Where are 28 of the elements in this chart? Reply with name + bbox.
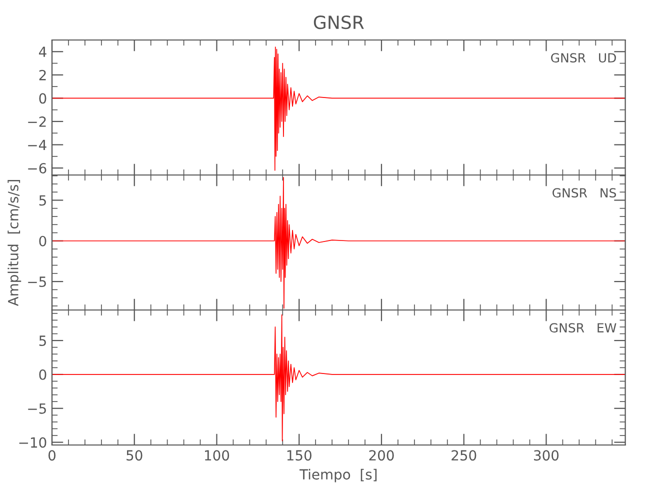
y-tick-label: 0 — [39, 236, 46, 246]
x-tick-label: 250 — [452, 450, 476, 461]
y-tick-label: −4 — [28, 140, 46, 150]
y-tick-label: 5 — [39, 336, 46, 346]
x-tick-label: 200 — [369, 450, 394, 461]
y-tick-label: −10 — [19, 437, 46, 448]
y-tick-label: 5 — [39, 195, 46, 206]
line-series — [52, 314, 626, 442]
annotation: GNSR UD — [551, 53, 616, 63]
line-series — [52, 46, 626, 171]
y-axis-title: Amplitud [cm/s/s] — [8, 180, 22, 306]
y-tick-label: 0 — [39, 93, 46, 104]
x-tick-label: 50 — [126, 450, 142, 461]
y-tick-label: 4 — [38, 46, 46, 57]
x-axis-title: Tiempo [s] — [300, 468, 377, 482]
x-tick-label: 150 — [287, 450, 312, 461]
y-tick-label: −5 — [28, 404, 46, 414]
y-tick-label: 0 — [39, 369, 46, 380]
x-tick-label: 100 — [205, 450, 230, 461]
annotation: GNSR NS — [552, 188, 616, 198]
x-tick-label: 0 — [48, 450, 56, 461]
x-tick-label: 300 — [534, 450, 559, 461]
y-tick-label: 2 — [39, 70, 46, 80]
y-tick-label: −2 — [28, 116, 46, 127]
annotation: GNSR EW — [550, 323, 616, 333]
y-tick-label: −6 — [28, 162, 46, 174]
chart-title: GNSR — [314, 15, 364, 30]
y-tick-label: −5 — [28, 276, 46, 288]
